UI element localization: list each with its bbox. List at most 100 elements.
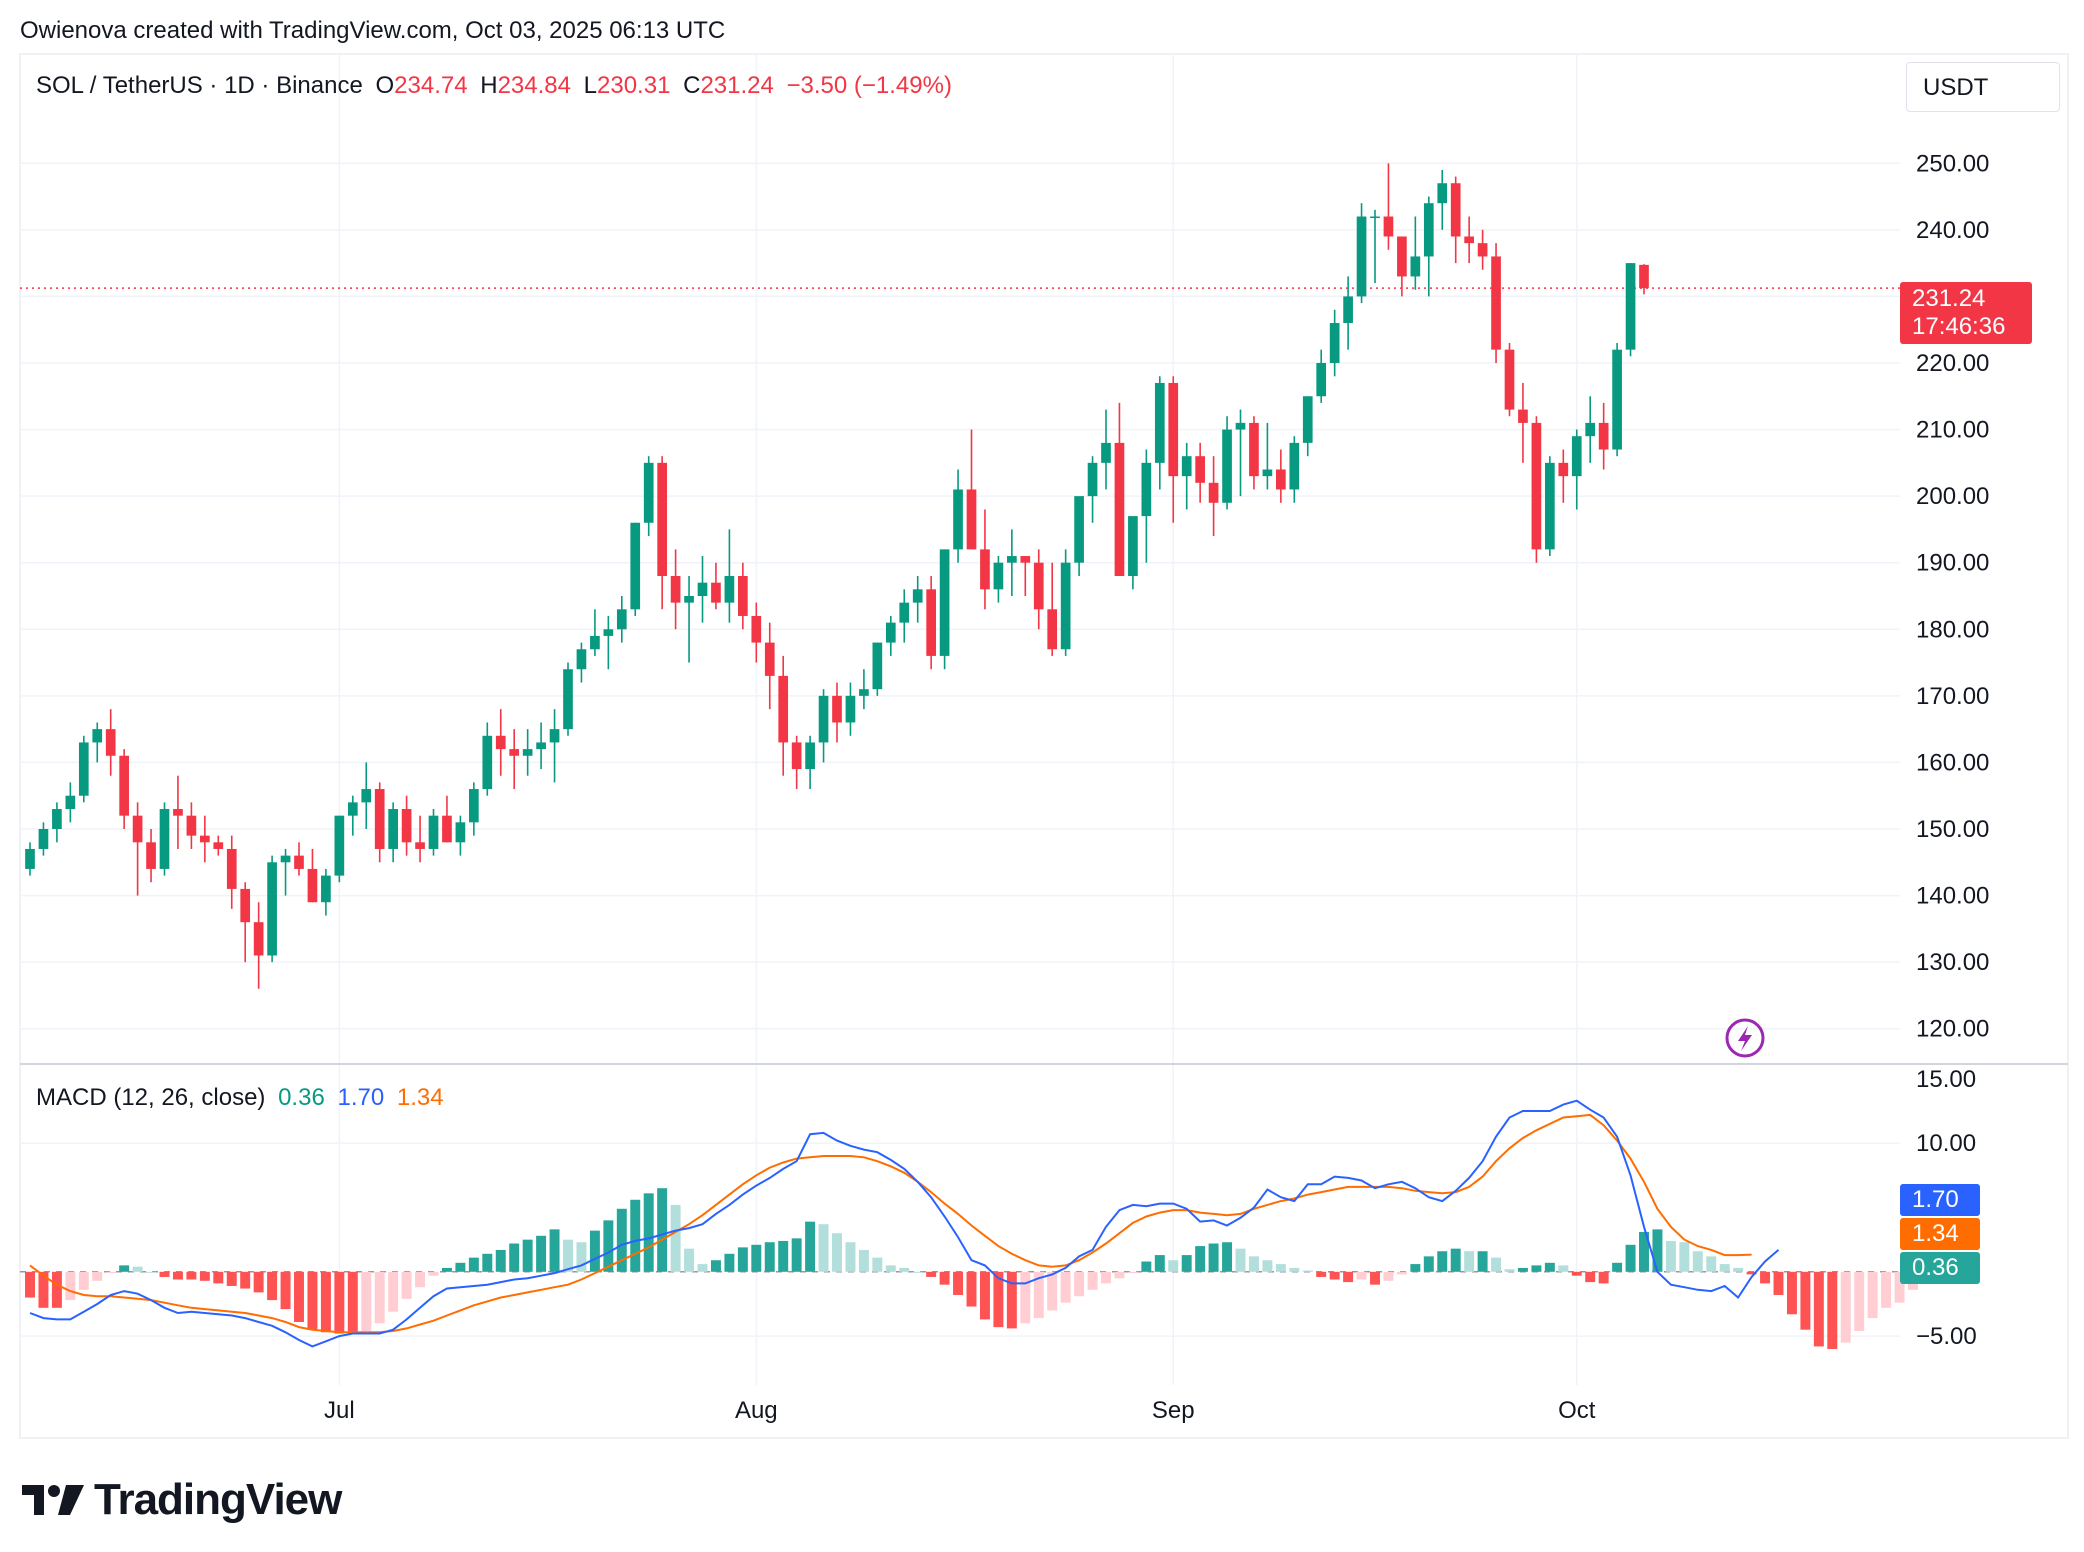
candle-body	[1423, 203, 1434, 257]
candle-body	[307, 868, 318, 903]
histogram-bar	[1760, 1271, 1771, 1284]
histogram-bar	[1423, 1256, 1434, 1272]
candle-body	[1410, 256, 1421, 277]
candle-body	[119, 755, 129, 816]
histogram-bar	[1248, 1256, 1259, 1272]
candle-body	[415, 842, 425, 849]
histogram-bar	[1544, 1262, 1555, 1272]
candle-body	[1060, 562, 1071, 650]
histogram-bar	[1101, 1271, 1111, 1284]
symbol-info[interactable]: SOL / TetherUS · 1D · Binance	[36, 72, 363, 99]
candle-body	[711, 582, 721, 603]
histogram-bar	[724, 1253, 735, 1272]
candle-body	[1329, 323, 1340, 363]
price-tick-label: 200.00	[1916, 483, 1989, 510]
candle-body	[321, 875, 331, 903]
time-axis[interactable]: Jul Aug Sep Oct	[324, 1397, 1596, 1424]
open-value: 234.74	[394, 72, 468, 99]
macd-legend[interactable]: MACD (12, 26, close) 0.36 1.70 1.34	[36, 1084, 450, 1112]
histogram-bar	[1625, 1244, 1636, 1272]
histogram-bar	[213, 1271, 224, 1284]
histogram-bar	[1396, 1271, 1407, 1275]
macd-indicator-name[interactable]: MACD (12, 26, close)	[36, 1084, 266, 1111]
histogram-bar	[441, 1267, 452, 1272]
candle-body	[1235, 422, 1246, 430]
histogram-bar	[320, 1271, 331, 1333]
histogram-bar	[1289, 1267, 1300, 1272]
candle-body	[1343, 296, 1353, 324]
histogram-bar	[1854, 1271, 1865, 1331]
candle-body	[1047, 609, 1058, 650]
histogram-bar	[1356, 1271, 1367, 1280]
lightning-bolt-icon[interactable]	[1725, 1018, 1765, 1058]
histogram-bar	[1598, 1271, 1609, 1284]
candle-body	[1262, 469, 1273, 477]
candle-body	[1168, 382, 1179, 477]
candle-body	[926, 589, 936, 656]
histogram-bar	[119, 1265, 130, 1272]
histogram-bar	[684, 1248, 695, 1272]
candle-body	[159, 809, 170, 869]
candle-body	[213, 842, 224, 849]
histogram-bar	[1370, 1271, 1380, 1285]
candle-body	[1141, 462, 1152, 517]
histogram-bar	[1141, 1261, 1152, 1272]
histogram-bar	[643, 1193, 654, 1272]
histogram-bar	[832, 1233, 842, 1272]
candle-body	[1195, 456, 1205, 483]
histogram-bar	[953, 1271, 964, 1295]
histogram-bar	[1827, 1271, 1838, 1349]
candle-body	[428, 815, 439, 849]
histogram-bar	[1692, 1251, 1703, 1272]
histogram-bar	[1585, 1271, 1596, 1283]
histogram-bar	[899, 1267, 910, 1272]
histogram-bar	[1087, 1271, 1098, 1290]
candle-body	[1316, 362, 1327, 397]
tradingview-logo[interactable]: TradingView	[22, 1475, 342, 1525]
candle-body	[173, 809, 183, 816]
candle-body	[1571, 436, 1582, 477]
candle-body	[1208, 482, 1219, 503]
macd-tick-label: −5.00	[1916, 1323, 1977, 1350]
price-tick-label: 120.00	[1916, 1016, 1989, 1043]
histogram-bar	[38, 1271, 49, 1308]
histogram-bar	[939, 1271, 950, 1285]
price-tick-label: 250.00	[1916, 150, 1989, 177]
histogram-bar	[993, 1271, 1004, 1328]
candle-body	[374, 789, 385, 849]
histogram-bar	[1275, 1264, 1286, 1272]
histogram-bar	[670, 1204, 681, 1272]
candle-body	[738, 576, 748, 616]
attribution-text: Owienova created with TradingView.com, O…	[20, 17, 726, 44]
candle-body	[805, 742, 815, 770]
candle-body	[522, 749, 533, 756]
histogram-bar	[1060, 1271, 1071, 1303]
bar-countdown: 17:46:36	[1912, 313, 2006, 340]
price-tick-label: 210.00	[1916, 417, 1989, 444]
histogram-bar	[1867, 1271, 1878, 1319]
candle-body	[616, 609, 627, 630]
candle-body	[1437, 183, 1448, 204]
histogram-bar	[589, 1230, 600, 1272]
candle-body	[670, 576, 681, 603]
histogram-bar	[1894, 1271, 1905, 1303]
candle-body	[778, 675, 789, 743]
macd-axis[interactable]: 15.00 10.00 −5.00	[1916, 1066, 1977, 1350]
time-tick-label: Oct	[1558, 1397, 1596, 1424]
symbol-legend[interactable]: SOL / TetherUS · 1D · Binance O234.74 H2…	[36, 72, 958, 100]
histogram-bar	[78, 1271, 89, 1290]
candle-body	[509, 749, 520, 756]
brand-name: TradingView	[94, 1475, 342, 1524]
histogram-bar	[1006, 1271, 1017, 1329]
candle-body	[1598, 422, 1609, 450]
candle-body	[764, 642, 775, 676]
histogram-bar	[347, 1271, 358, 1334]
candle-body	[1397, 236, 1407, 277]
histogram-bar	[388, 1271, 399, 1312]
histogram-bar	[1181, 1255, 1192, 1272]
currency-selector[interactable]: USDT	[1906, 62, 2060, 112]
candle-body	[294, 855, 304, 869]
candle-body	[1491, 256, 1501, 350]
histogram-bar	[1195, 1246, 1206, 1272]
